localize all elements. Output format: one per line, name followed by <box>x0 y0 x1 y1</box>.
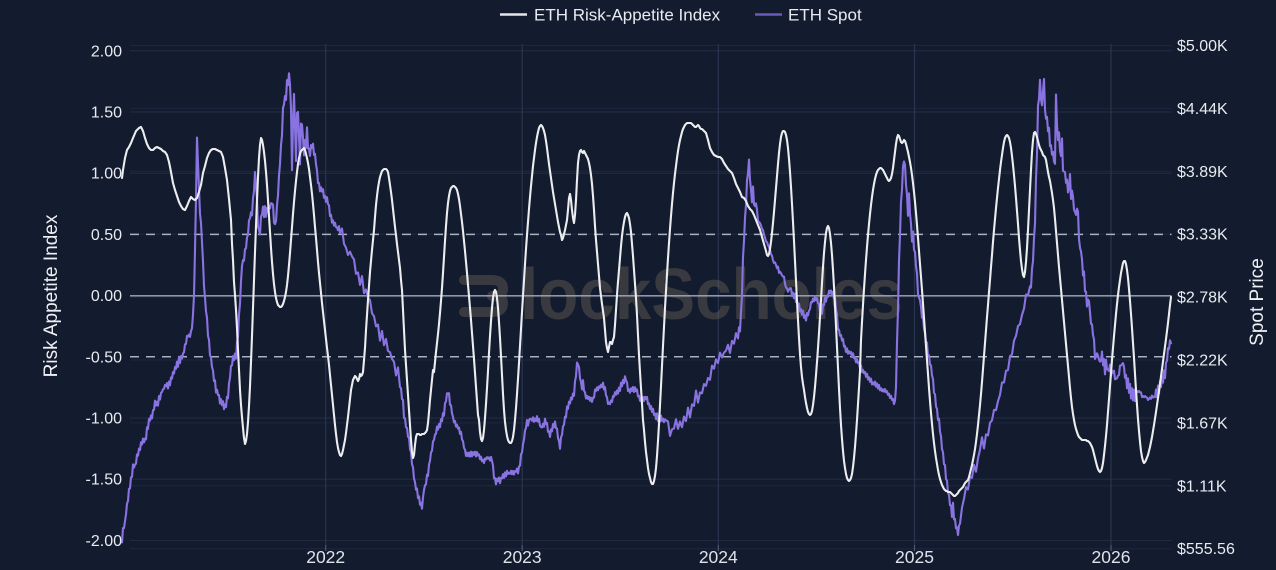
svg-text:-2.00: -2.00 <box>86 533 123 550</box>
svg-text:$2.22K: $2.22K <box>1177 353 1228 370</box>
svg-text:ETH Risk-Appetite Index: ETH Risk-Appetite Index <box>534 6 721 25</box>
svg-text:$1.67K: $1.67K <box>1177 415 1228 432</box>
svg-text:-1.50: -1.50 <box>86 472 123 489</box>
svg-text:Spot Price: Spot Price <box>1247 258 1268 346</box>
svg-text:$555.56: $555.56 <box>1177 541 1235 558</box>
svg-text:2026: 2026 <box>1092 547 1131 567</box>
svg-text:2025: 2025 <box>895 547 934 567</box>
svg-text:$3.33K: $3.33K <box>1177 227 1228 244</box>
svg-text:2.00: 2.00 <box>91 43 122 60</box>
svg-text:-1.00: -1.00 <box>86 411 123 428</box>
svg-text:2024: 2024 <box>699 547 738 567</box>
svg-text:Risk Appetite Index: Risk Appetite Index <box>41 214 62 377</box>
svg-text:lockScholes: lockScholes <box>520 254 903 335</box>
svg-text:2023: 2023 <box>503 547 542 567</box>
svg-text:$2.78K: $2.78K <box>1177 290 1228 307</box>
svg-text:2022: 2022 <box>306 547 345 567</box>
svg-text:ETH Spot: ETH Spot <box>788 6 862 25</box>
svg-text:1.00: 1.00 <box>91 166 122 183</box>
svg-text:-0.50: -0.50 <box>86 349 123 366</box>
svg-text:$4.44K: $4.44K <box>1177 101 1228 118</box>
svg-text:$1.11K: $1.11K <box>1177 478 1227 495</box>
svg-text:0.50: 0.50 <box>91 227 122 244</box>
svg-text:$5.00K: $5.00K <box>1177 38 1228 55</box>
svg-text:1.50: 1.50 <box>91 105 122 122</box>
svg-text:0.00: 0.00 <box>91 288 122 305</box>
svg-text:$3.89K: $3.89K <box>1177 164 1228 181</box>
